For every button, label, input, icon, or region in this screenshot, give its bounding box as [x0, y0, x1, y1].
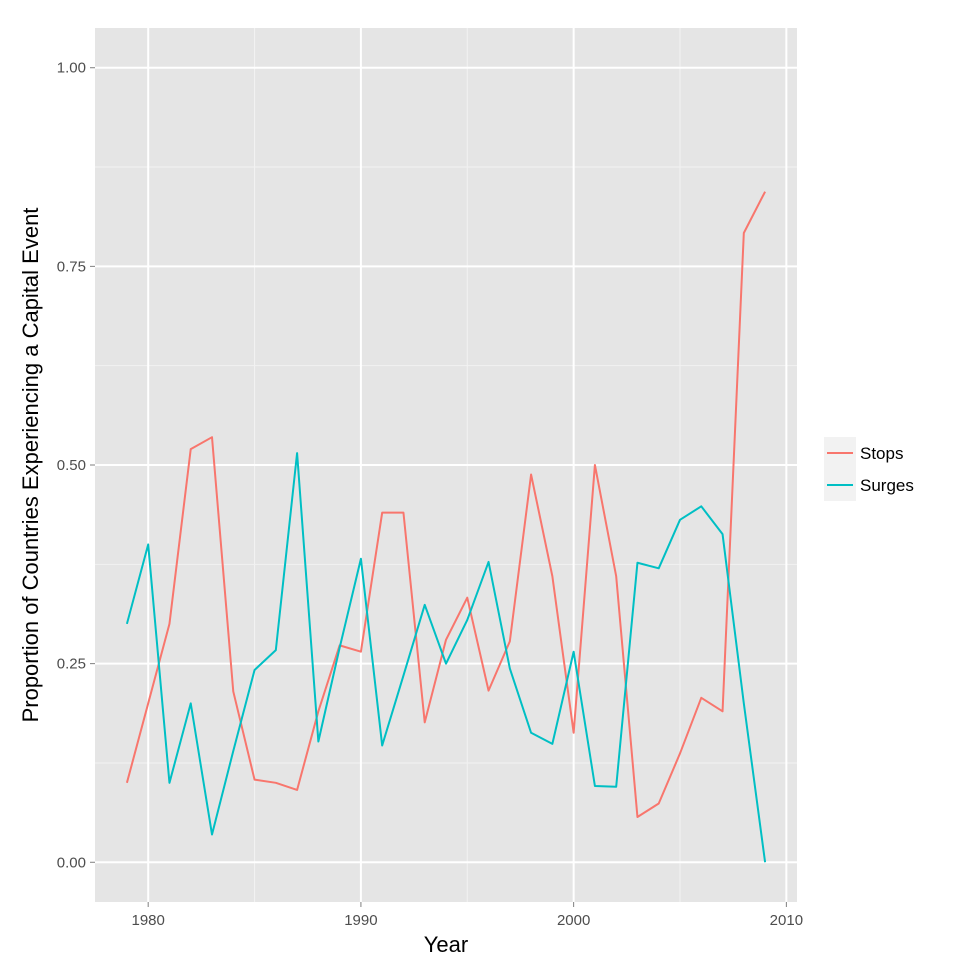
- y-tick-label: 0.50: [57, 457, 86, 474]
- y-tick-label: 0.75: [57, 258, 86, 275]
- x-tick-label: 2010: [770, 912, 803, 929]
- y-axis: 0.00 0.25 0.50 0.75 1.00: [57, 60, 95, 871]
- y-axis-title: Proportion of Countries Experiencing a C…: [18, 208, 43, 723]
- y-tick-label: 0.00: [57, 854, 86, 871]
- major-gridlines: [95, 28, 797, 902]
- legend-item-surges: Surges: [824, 469, 914, 501]
- x-tick-label: 1980: [131, 912, 164, 929]
- y-tick-label: 0.25: [57, 656, 86, 673]
- legend-label: Surges: [860, 476, 914, 495]
- legend-item-stops: Stops: [824, 437, 903, 469]
- x-tick-label: 2000: [557, 912, 590, 929]
- x-axis-title: Year: [424, 932, 468, 957]
- legend-label: Stops: [860, 444, 903, 463]
- x-axis: 1980 1990 2000 2010: [131, 902, 803, 929]
- legend: Stops Surges: [824, 437, 914, 501]
- y-tick-label: 1.00: [57, 60, 86, 77]
- series-lines: [125, 191, 767, 863]
- x-tick-label: 1990: [344, 912, 377, 929]
